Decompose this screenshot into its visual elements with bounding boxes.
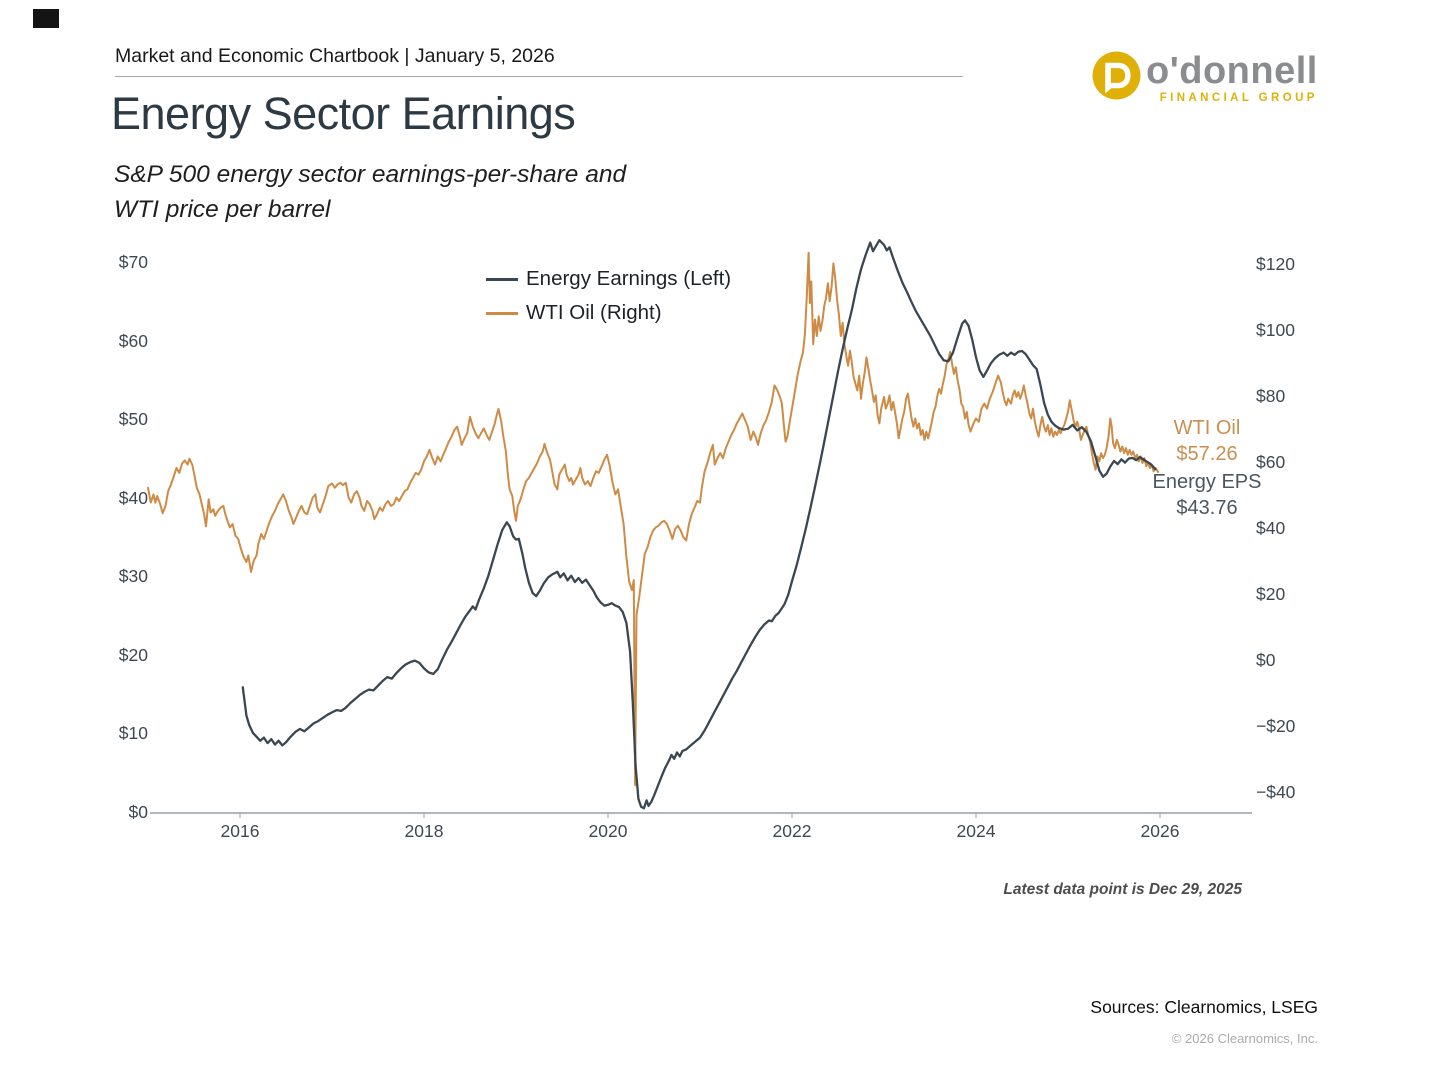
energy-eps-annotation-label: Energy EPS [1152,471,1262,493]
left-axis-tick-$60: $60 [118,330,148,351]
subtitle-line-1: S&P 500 energy sector earnings-per-share… [114,161,627,188]
energy-eps-annotation: Energy EPS $43.76 [1140,469,1274,521]
latest-data-footnote: Latest data point is Dec 29, 2025 [1003,881,1242,898]
left-axis-tick-$20: $20 [118,644,148,665]
x-axis-labels: 2016 2018 2020 2022 2024 2026 [220,821,1180,841]
left-axis-tick-$50: $50 [118,409,148,430]
right-axis-tick-$80: $80 [1256,386,1286,406]
x-axis-tick-2018: 2018 [404,821,444,841]
right-axis-tick-$120: $120 [1256,254,1295,274]
legend-label-wti-oil: WTI Oil (Right) [526,301,662,324]
right-axis-tick-$0: $0 [1256,650,1276,670]
x-axis-ticks [239,813,1161,818]
wti-annotation-value: $57.26 [1176,443,1238,465]
chart-subtitle: S&P 500 energy sector earnings-per-share… [114,157,626,227]
right-axis-tick-$100: $100 [1256,320,1295,340]
energy-eps-annotation-value: $43.76 [1176,497,1238,519]
left-axis-tick-$10: $10 [118,723,148,744]
left-axis-labels: $70 $60 $50 $40 $30 $20 $10 $0 [58,0,148,900]
right-axis-tick-$20: $20 [1256,584,1286,604]
right-axis-tick-$60: $60 [1256,452,1286,472]
wti-oil-swatch [486,311,518,315]
x-axis-tick-2020: 2020 [588,821,628,841]
right-axis-tick-−$20: −$20 [1256,716,1296,736]
right-axis-labels: $120 $100 $80 $60 $40 $20 $0 −$20 −$40 [1256,0,1346,900]
x-axis-tick-2022: 2022 [772,821,812,841]
legend-item-wti-oil: WTI Oil (Right) [486,296,731,330]
energy-earnings-line [241,239,1157,810]
copyright-line: © 2026 Clearnomics, Inc. [1171,1031,1318,1046]
legend-item-energy-earnings: Energy Earnings (Left) [486,262,731,296]
left-axis-tick-$0: $0 [128,802,148,822]
left-axis-tick-$70: $70 [118,252,148,272]
sources-line: Sources: Clearnomics, LSEG [1090,997,1318,1017]
wti-oil-line [147,251,1160,787]
x-axis-tick-2024: 2024 [956,821,996,841]
x-axis-tick-2026: 2026 [1140,821,1180,841]
chart-legend: Energy Earnings (Left) WTI Oil (Right) [486,262,731,330]
corner-mark [33,9,59,28]
right-axis-tick-$40: $40 [1256,518,1286,538]
chartbook-header: Market and Economic Chartbook | January … [115,45,555,67]
x-axis-tick-2016: 2016 [220,821,260,841]
logo-text: o'donnell FINANCIAL GROUP [1146,51,1318,104]
logo-wordmark: o'donnell [1146,50,1318,92]
logo-d-bubble-icon [1092,51,1141,100]
wti-annotation: WTI Oil $57.26 [1140,415,1274,467]
header-rule [115,76,963,77]
logo-tagline: FINANCIAL GROUP [1159,92,1318,104]
left-axis-tick-$30: $30 [118,566,148,587]
legend-label-energy-earnings: Energy Earnings (Left) [526,267,732,290]
left-axis-tick-$40: $40 [118,487,148,508]
right-axis-tick-−$40: −$40 [1256,782,1296,802]
page-title: Energy Sector Earnings [111,88,576,139]
wti-annotation-label: WTI Oil [1173,417,1241,439]
energy-earnings-swatch [486,277,518,281]
subtitle-line-2: WTI price per barrel [114,196,331,223]
odonnell-logo: o'donnell FINANCIAL GROUP [1092,51,1318,104]
